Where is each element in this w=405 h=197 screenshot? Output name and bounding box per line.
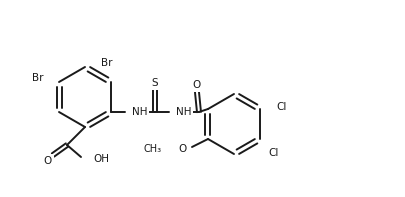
Text: Cl: Cl	[275, 102, 286, 112]
Text: S: S	[151, 78, 158, 88]
Text: O: O	[44, 156, 52, 166]
Text: O: O	[192, 80, 200, 90]
Text: NH: NH	[132, 107, 147, 117]
Text: Cl: Cl	[267, 148, 278, 158]
Text: O: O	[178, 144, 187, 154]
Text: Br: Br	[32, 73, 43, 83]
Text: CH₃: CH₃	[143, 144, 162, 154]
Text: OH: OH	[93, 154, 109, 164]
Text: Br: Br	[101, 58, 112, 68]
Text: NH: NH	[175, 107, 191, 117]
